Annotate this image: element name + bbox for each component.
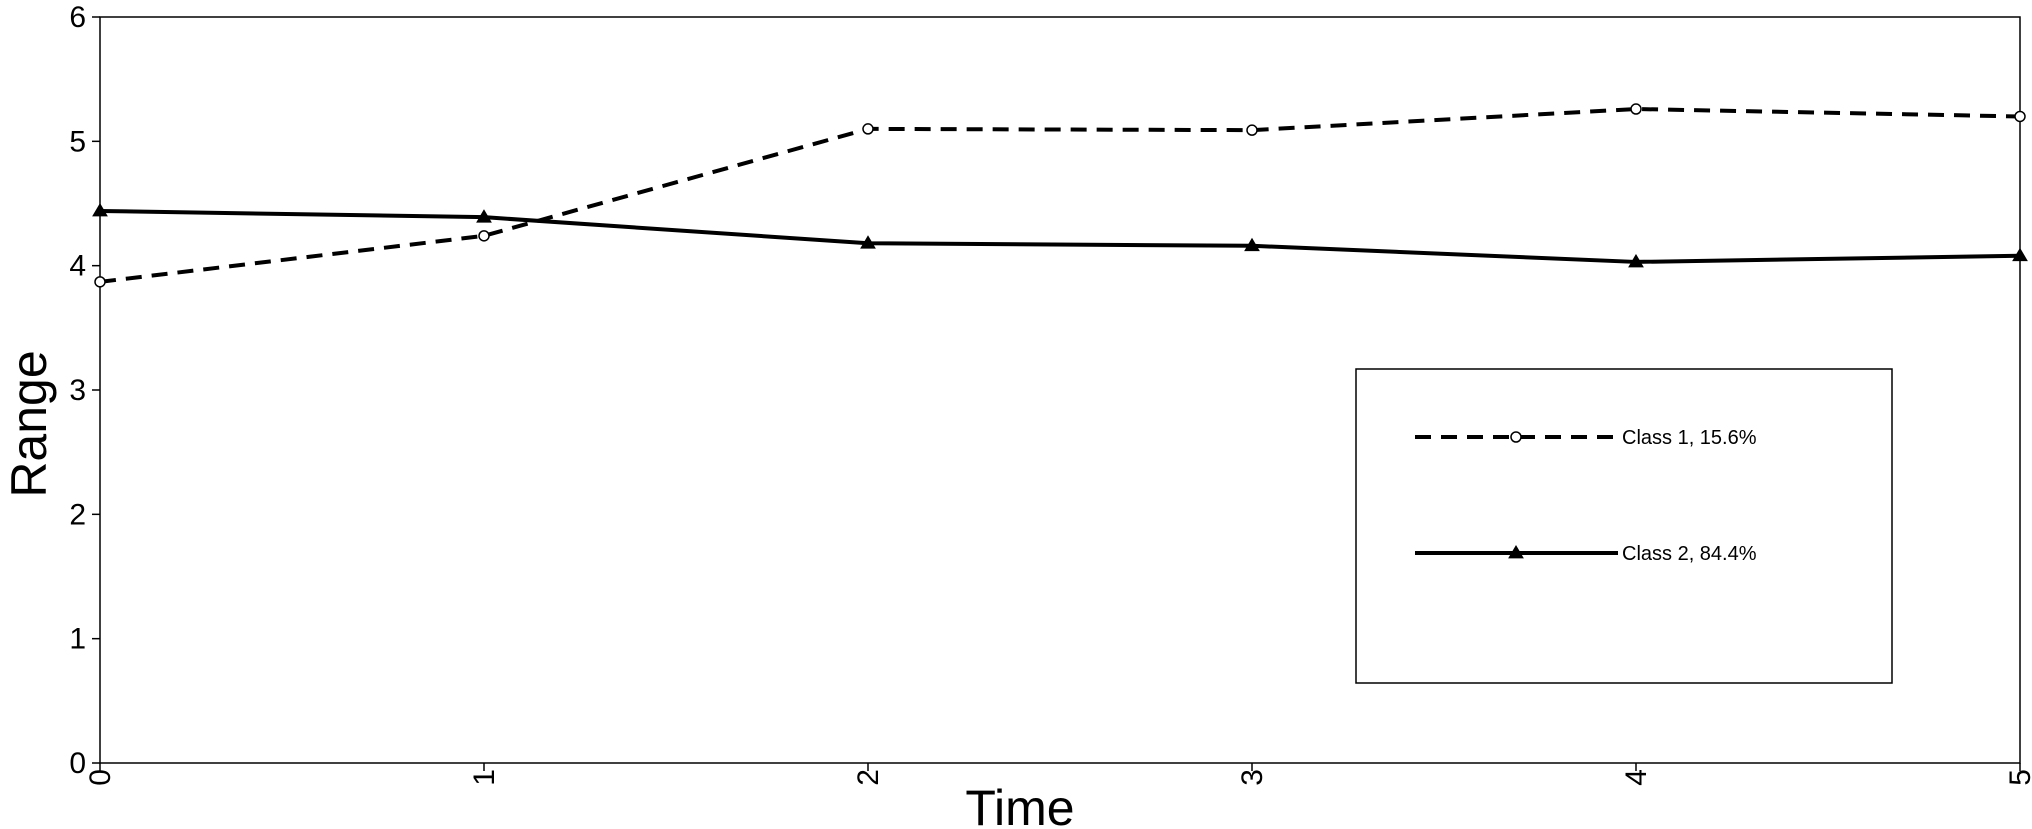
legend-entry-1: Class 1, 15.6%	[1415, 427, 1757, 449]
y-tick-label: 5	[69, 125, 86, 158]
y-axis-ticks: 0 1 2 3 4 5 6	[69, 1, 100, 780]
legend-label: Class 2, 84.4%	[1622, 543, 1757, 565]
series-1	[94, 103, 2026, 288]
legend-entry-2: Class 2, 84.4%	[1415, 543, 1757, 565]
series-2	[92, 202, 2028, 268]
x-tick-label: 0	[84, 769, 117, 786]
series-2-point	[2012, 247, 2028, 262]
y-tick-label: 2	[69, 498, 86, 531]
series-2-line	[99, 208, 2021, 264]
series-layer	[92, 103, 2028, 288]
series-1-point	[862, 123, 874, 135]
x-axis-ticks: 0 1 2 3 4 5	[84, 763, 2032, 786]
series-2-point	[1244, 237, 1260, 252]
series-2-point	[860, 235, 876, 249]
y-tick-label: 1	[69, 623, 86, 656]
series-2-point	[476, 209, 492, 223]
series-1-point	[1630, 103, 1642, 115]
legend-box	[1355, 368, 1893, 684]
series-1-point	[478, 230, 490, 242]
x-tick-label: 3	[1236, 769, 1269, 786]
series-1-point	[2014, 110, 2026, 123]
x-axis-title: Time	[965, 780, 1074, 829]
legend: Class 1, 15.6% Class 2, 84.4%	[1355, 368, 1893, 684]
legend-marker	[1510, 431, 1522, 443]
legend-marker	[1508, 545, 1524, 559]
series-1-point	[94, 276, 106, 288]
x-tick-label: 2	[852, 769, 885, 786]
series-2-point	[92, 202, 108, 217]
series-2-point	[1628, 253, 1644, 268]
series-1-point	[1246, 124, 1258, 136]
series-1-line	[99, 107, 2021, 284]
y-tick-label: 6	[69, 1, 86, 34]
legend-label: Class 1, 15.6%	[1622, 427, 1757, 449]
x-tick-label: 5	[2004, 769, 2032, 786]
y-tick-label: 3	[69, 374, 86, 407]
x-tick-label: 4	[1620, 769, 1653, 786]
y-axis-title: Range	[1, 350, 57, 497]
y-tick-label: 4	[69, 250, 86, 283]
y-tick-label: 0	[69, 747, 86, 780]
x-tick-label: 1	[468, 769, 501, 786]
